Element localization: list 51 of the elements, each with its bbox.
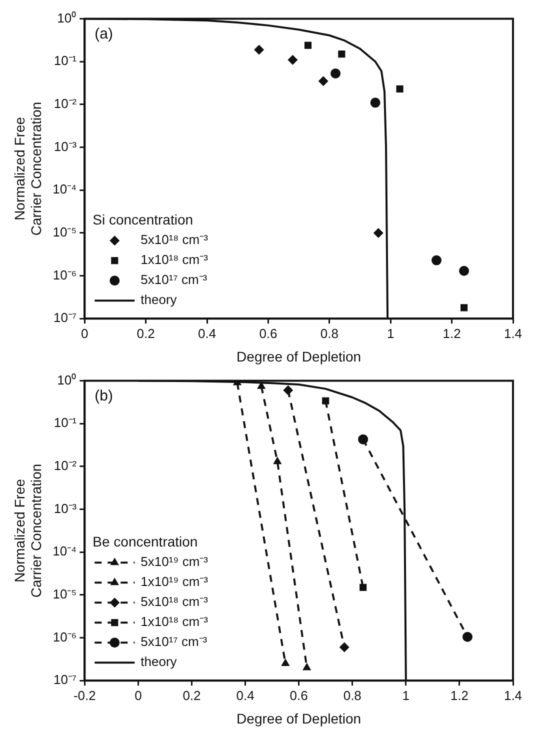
y-axis-title: Normalized Free Carrier Concentration xyxy=(11,464,44,598)
y-tick-label: 10⁻¹ xyxy=(54,415,78,430)
legend-title: Be concentration xyxy=(92,533,198,550)
x-tick-label: 1.2 xyxy=(450,688,468,703)
legend-label: 1x10¹⁸ cm⁻³ xyxy=(140,614,209,630)
x-tick-label: 0.2 xyxy=(136,326,155,341)
y-tick-label: 10⁻² xyxy=(54,96,78,112)
legend-label: 1x10¹⁹ cm⁻³ xyxy=(140,574,209,590)
x-tick-label: 1 xyxy=(386,326,394,341)
y-tick-label: 10⁻³ xyxy=(54,138,78,154)
y-tick-label: 10⁻² xyxy=(54,458,78,474)
x-axis-title: Degree of Depletion xyxy=(236,348,362,364)
legend-label: 5x10¹⁸ cm⁻³ xyxy=(140,594,209,610)
y-tick-label: 10⁻⁷ xyxy=(53,310,77,326)
x-tick-label: 0 xyxy=(134,688,142,703)
x-tick-label: 0.4 xyxy=(236,688,254,703)
y-tick-label: 10⁻⁷ xyxy=(53,672,77,688)
y-tick-label: 10⁻⁶ xyxy=(52,629,77,644)
y-tick-label: 10⁻⁵ xyxy=(52,224,77,240)
x-tick-label: 0.8 xyxy=(320,326,338,341)
x-tick-label: 1.2 xyxy=(442,326,461,341)
legend-label: theory xyxy=(140,654,178,670)
y-tick-label: 10⁰ xyxy=(57,372,77,388)
x-tick-label: 0.6 xyxy=(290,688,308,703)
y-axis-title: Normalized Free Carrier Concentration xyxy=(11,102,44,236)
x-tick-label: 0.8 xyxy=(343,688,362,703)
x-tick-label: 1.4 xyxy=(504,326,522,341)
y-tick-label: 10⁰ xyxy=(57,10,77,26)
y-tick-label: 10⁻³ xyxy=(54,500,78,516)
x-tick-label: 0.4 xyxy=(198,326,216,341)
y-tick-label: 10⁻⁵ xyxy=(52,586,77,602)
x-tick-label: -0.2 xyxy=(73,688,96,703)
x-tick-label: 0 xyxy=(81,326,88,341)
y-tick-label: 10⁻⁶ xyxy=(52,267,77,282)
x-tick-label: 1 xyxy=(402,688,410,703)
legend-label: 5x10¹⁷ cm⁻³ xyxy=(140,272,208,288)
y-tick-label: 10⁻⁴ xyxy=(52,182,77,197)
legend-label: 1x10¹⁸ cm⁻³ xyxy=(140,252,209,268)
y-tick-label: 10⁻¹ xyxy=(54,53,78,68)
legend-label: 5x10¹⁸ cm⁻³ xyxy=(140,232,209,248)
x-tick-label: 0.6 xyxy=(259,326,278,341)
x-tick-label: 0.2 xyxy=(182,688,201,703)
x-axis-title: Degree of Depletion xyxy=(236,710,362,726)
legend-label: theory xyxy=(140,292,178,308)
x-tick-label: 1.4 xyxy=(504,688,522,703)
legend-label: 5x10¹⁷ cm⁻³ xyxy=(140,634,208,650)
legend-label: 5x10¹⁹ cm⁻³ xyxy=(140,554,209,570)
legend-title: Si concentration xyxy=(92,211,194,228)
y-tick-label: 10⁻⁴ xyxy=(52,544,77,559)
annotation: (b) xyxy=(94,387,113,404)
annotation: (a) xyxy=(94,25,113,42)
